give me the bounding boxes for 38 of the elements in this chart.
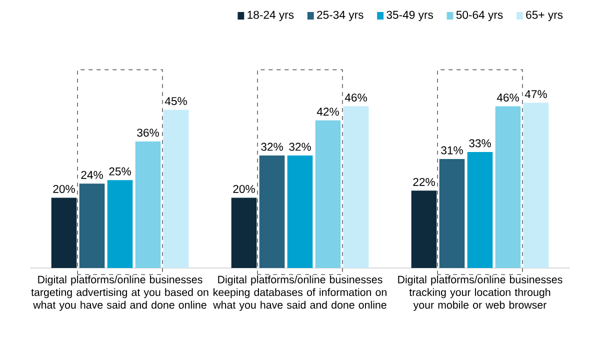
bar [523,102,549,268]
data-label: 24% [81,170,103,179]
bar [411,190,437,268]
legend-label: 18-24 yrs [248,10,294,22]
data-label: 32% [261,142,283,151]
bar [79,184,105,268]
legend-label: 50-64 yrs [456,10,503,22]
bar [51,198,77,268]
x-tick-label: Digital platforms/online businesses targeting advertising at you based on what you have said and done online [31,276,208,311]
data-label: 46% [496,94,519,102]
data-label: 25% [109,167,131,176]
legend-label: 35-49 yrs [386,10,434,22]
data-label: 22% [413,178,435,186]
data-label: 32% [289,142,311,151]
data-label: 47% [524,90,547,98]
data-label: 33% [469,139,491,148]
data-label: 45% [164,97,187,106]
bar [107,180,133,268]
bar [439,159,465,268]
legend-label: 65+ yrs [526,10,563,22]
bar [467,152,493,268]
data-label: 46% [344,94,367,102]
bar [135,141,161,268]
bar [287,156,313,268]
bar [495,106,521,268]
bar [315,120,341,268]
bar [231,198,257,268]
legend-label: 25-34 yrs [317,10,364,22]
data-label: 20% [53,184,75,193]
x-tick-label: Digital platforms/online businesses keeping databases of information on what you have said and done online [213,276,386,311]
x-tick-label: Digital platforms/online businesses tracking your location through your mobile or web browser [398,276,562,311]
data-label: 36% [137,128,159,137]
bar [163,110,189,268]
bar [343,106,369,268]
data-label: 31% [441,146,463,154]
data-label: 42% [316,108,339,116]
bar [259,156,285,268]
data-label: 20% [233,184,255,193]
